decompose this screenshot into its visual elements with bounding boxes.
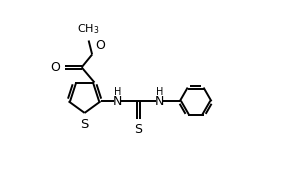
Text: O: O bbox=[95, 39, 105, 52]
Text: N: N bbox=[113, 95, 122, 108]
Text: H: H bbox=[156, 87, 163, 97]
Text: S: S bbox=[134, 124, 142, 136]
Text: O: O bbox=[51, 61, 60, 74]
Text: N: N bbox=[155, 95, 164, 108]
Text: CH$_3$: CH$_3$ bbox=[78, 22, 100, 36]
Text: H: H bbox=[114, 87, 121, 97]
Text: S: S bbox=[80, 118, 89, 131]
